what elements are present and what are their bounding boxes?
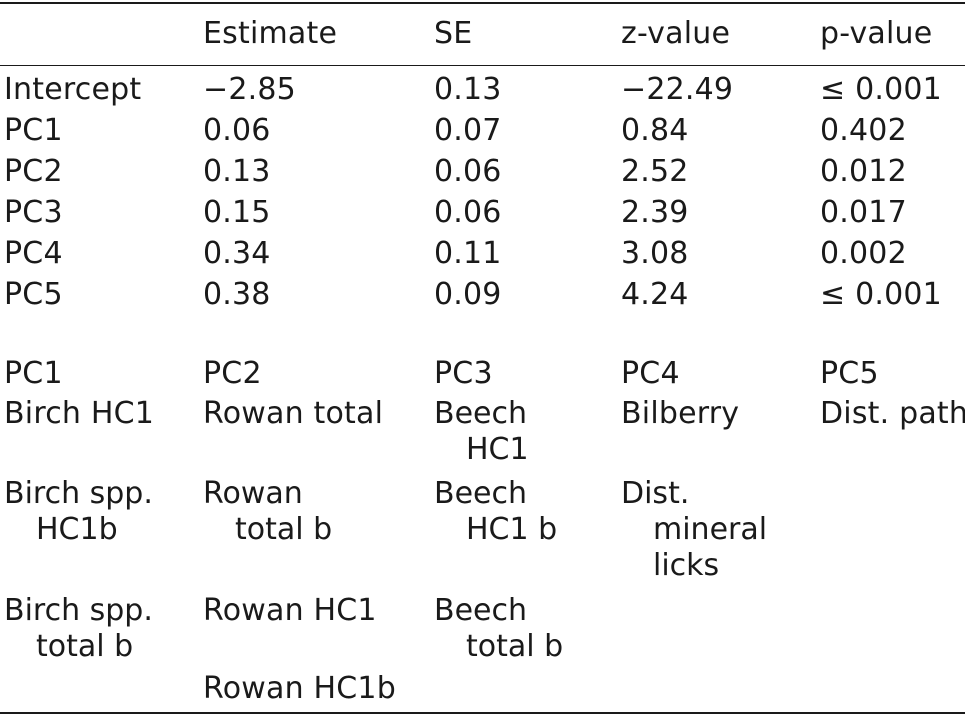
p-value-cell: 0.017	[820, 195, 907, 230]
loading-cell: Beech total b	[434, 593, 563, 665]
p-value-cell: 0.012	[820, 154, 907, 189]
loading-cell: Dist. path	[820, 396, 965, 431]
loading-cell: Birch spp. HC1b	[4, 476, 153, 548]
loading-cell: Rowan total	[203, 396, 384, 431]
pc2-heading: PC2	[203, 356, 262, 391]
loading-line: HC1	[466, 432, 529, 467]
estimate-cell: 0.38	[203, 277, 271, 312]
z-value-cell: 4.24	[621, 277, 689, 312]
loading-cell: Beech HC1 b	[434, 476, 557, 548]
pc1-heading: PC1	[4, 356, 63, 391]
loading-cell: Beech HC1	[434, 396, 529, 468]
p-value-cell: ≤ 0.001	[820, 277, 942, 312]
loading-cell: Rowan total b	[203, 476, 332, 548]
row-label: PC3	[4, 195, 63, 230]
estimate-cell: 0.15	[203, 195, 271, 230]
loading-line: Dist.	[621, 476, 690, 511]
estimate-cell: 0.06	[203, 113, 271, 148]
loading-line: Beech	[434, 396, 528, 431]
table-top-rule	[0, 2, 965, 4]
loading-line: Birch spp.	[4, 476, 153, 511]
table-header-rule	[0, 65, 965, 66]
z-value-cell: 3.08	[621, 236, 689, 271]
estimate-cell: 0.13	[203, 154, 271, 189]
header-z-value: z-value	[621, 16, 731, 51]
pc3-heading: PC3	[434, 356, 493, 391]
p-value-cell: 0.402	[820, 113, 907, 148]
row-label: Intercept	[4, 72, 142, 107]
header-se: SE	[434, 16, 473, 51]
row-label: PC4	[4, 236, 63, 271]
se-cell: 0.06	[434, 195, 502, 230]
se-cell: 0.11	[434, 236, 502, 271]
loading-cell: Rowan HC1b	[203, 671, 396, 706]
loading-line: HC1 b	[466, 512, 558, 547]
se-cell: 0.09	[434, 277, 502, 312]
header-p-value: p-value	[820, 16, 933, 51]
loading-line: Beech	[434, 593, 528, 628]
se-cell: 0.13	[434, 72, 502, 107]
row-label: PC5	[4, 277, 63, 312]
loading-line: Beech	[434, 476, 528, 511]
p-value-cell: 0.002	[820, 236, 907, 271]
table-bottom-rule	[0, 712, 965, 714]
z-value-cell: −22.49	[621, 72, 734, 107]
z-value-cell: 2.39	[621, 195, 689, 230]
pc4-heading: PC4	[621, 356, 680, 391]
loading-cell: Birch spp. total b	[4, 593, 153, 665]
loading-line: total b	[466, 629, 564, 664]
loading-line: Rowan	[203, 476, 303, 511]
pc5-heading: PC5	[820, 356, 879, 391]
loading-cell: Dist. mineral licks	[621, 476, 767, 584]
estimate-cell: 0.34	[203, 236, 271, 271]
z-value-cell: 2.52	[621, 154, 689, 189]
z-value-cell: 0.84	[621, 113, 689, 148]
row-label: PC1	[4, 113, 63, 148]
loading-line: mineral	[653, 512, 768, 547]
se-cell: 0.06	[434, 154, 502, 189]
loading-line: HC1b	[36, 512, 118, 547]
se-cell: 0.07	[434, 113, 502, 148]
loading-cell: Birch HC1	[4, 396, 155, 431]
loading-line: Birch spp.	[4, 593, 153, 628]
loading-cell: Bilberry	[621, 396, 740, 431]
p-value-cell: ≤ 0.001	[820, 72, 942, 107]
loading-cell: Rowan HC1	[203, 593, 377, 628]
row-label: PC2	[4, 154, 63, 189]
estimate-cell: −2.85	[203, 72, 296, 107]
loading-line: total b	[235, 512, 333, 547]
loading-line: licks	[653, 548, 720, 583]
header-estimate: Estimate	[203, 16, 338, 51]
loading-line: total b	[36, 629, 134, 664]
